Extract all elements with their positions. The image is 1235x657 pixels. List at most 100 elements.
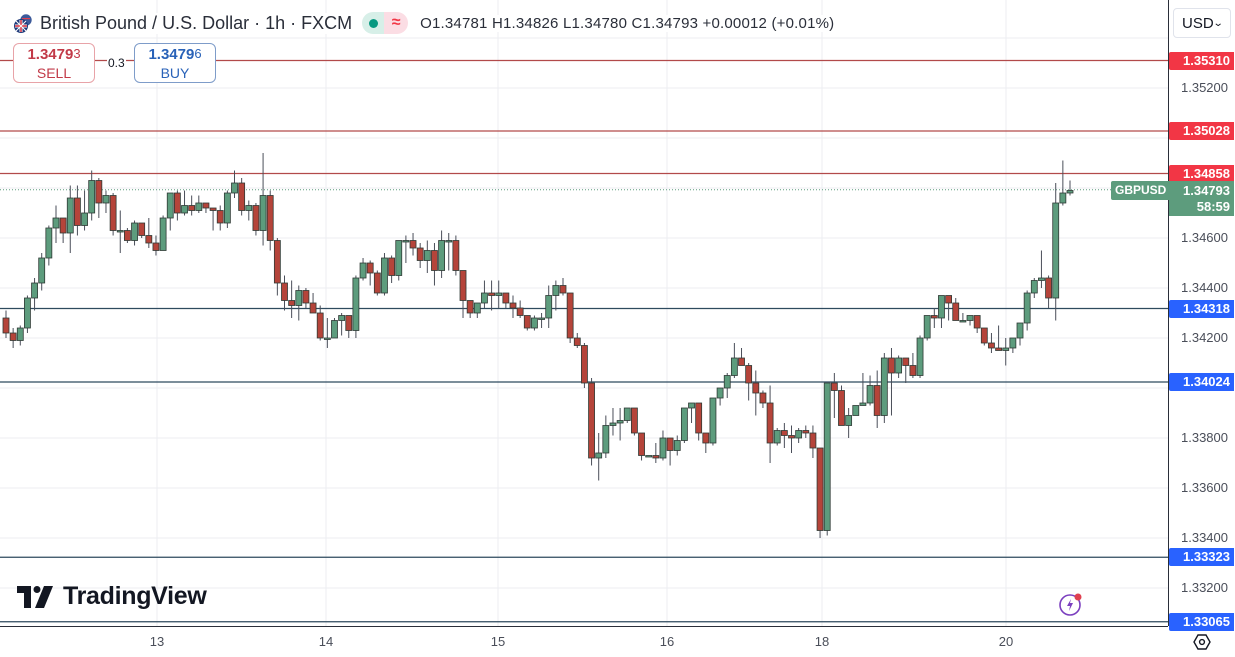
candle bbox=[752, 370, 760, 416]
tradingview-logo-icon bbox=[17, 585, 53, 608]
logo-text: TradingView bbox=[63, 582, 207, 610]
candle bbox=[688, 402, 695, 423]
candle bbox=[545, 285, 553, 328]
candle bbox=[980, 327, 988, 346]
buy-button[interactable]: 1.34796 BUY bbox=[134, 43, 216, 83]
candle bbox=[916, 335, 924, 378]
candle bbox=[609, 408, 617, 436]
time-axis[interactable]: 13 14 15 16 18 20 bbox=[0, 626, 1168, 657]
candle bbox=[423, 240, 431, 273]
sell-label: SELL bbox=[36, 65, 72, 81]
candle bbox=[202, 202, 210, 213]
grid-lines bbox=[0, 0, 1168, 626]
candle bbox=[95, 178, 103, 218]
candle bbox=[795, 428, 803, 443]
candle bbox=[402, 235, 410, 263]
candle bbox=[123, 228, 131, 243]
candle bbox=[152, 235, 160, 256]
candle bbox=[766, 385, 774, 463]
candle bbox=[1009, 337, 1017, 353]
candle bbox=[859, 373, 867, 406]
candle bbox=[581, 343, 588, 388]
price-chart[interactable] bbox=[0, 0, 1168, 626]
buy-price-pip: 6 bbox=[194, 46, 202, 61]
candle bbox=[702, 432, 710, 453]
candle bbox=[438, 230, 445, 278]
resistance-price-label: 1.35028 bbox=[1169, 122, 1234, 140]
candle bbox=[673, 435, 681, 456]
symbol-title[interactable]: British Pound / U.S. Dollar · 1h · FXCM bbox=[40, 12, 359, 34]
support-price-label: 1.33323 bbox=[1169, 548, 1234, 567]
current-price-label: 1.34793 58:59 bbox=[1169, 181, 1234, 216]
candle bbox=[252, 203, 260, 236]
candle bbox=[159, 215, 167, 251]
candle bbox=[181, 190, 188, 216]
candle bbox=[495, 280, 503, 308]
candle bbox=[431, 243, 438, 286]
candle bbox=[709, 397, 717, 446]
market-status-indicator[interactable]: ≈ bbox=[362, 12, 409, 34]
candle bbox=[66, 185, 74, 253]
candle bbox=[845, 408, 853, 438]
candle bbox=[359, 258, 367, 281]
candle bbox=[2, 310, 10, 338]
candle bbox=[345, 315, 353, 338]
candle bbox=[209, 207, 217, 231]
candle bbox=[16, 325, 24, 346]
time-tick: 13 bbox=[149, 634, 165, 649]
candle bbox=[9, 328, 17, 348]
candle bbox=[823, 382, 831, 536]
candle bbox=[52, 205, 60, 243]
candle bbox=[738, 348, 745, 366]
lightning-alert-icon[interactable] bbox=[1057, 591, 1083, 617]
candle bbox=[945, 295, 953, 321]
candle bbox=[102, 190, 110, 213]
currency-selector[interactable]: USD ⌄ bbox=[1173, 8, 1231, 38]
buy-price: 1.3479 bbox=[148, 46, 195, 63]
candle bbox=[788, 425, 795, 453]
resistance-price-label: 1.34858 bbox=[1169, 164, 1234, 183]
sell-price-pip: 3 bbox=[73, 46, 81, 61]
candle bbox=[1016, 322, 1024, 346]
candle bbox=[338, 313, 346, 336]
candle bbox=[373, 270, 381, 296]
candle bbox=[31, 278, 38, 311]
tradingview-logo[interactable]: TradingView bbox=[17, 582, 207, 611]
chart-settings-button[interactable] bbox=[1169, 627, 1235, 656]
candle bbox=[1059, 160, 1067, 206]
candle bbox=[666, 437, 674, 466]
candle bbox=[223, 190, 231, 228]
buy-label: BUY bbox=[160, 65, 190, 81]
candle bbox=[723, 373, 731, 398]
candle bbox=[566, 292, 574, 343]
settings-hexagon-icon bbox=[1193, 633, 1211, 650]
candle bbox=[523, 315, 531, 331]
candle bbox=[259, 153, 267, 246]
currency-label: USD bbox=[1182, 14, 1214, 32]
candle bbox=[552, 280, 560, 311]
candle bbox=[452, 235, 460, 276]
candle bbox=[1045, 275, 1052, 308]
time-tick: 14 bbox=[318, 634, 334, 649]
candle bbox=[573, 333, 581, 348]
candle bbox=[245, 200, 253, 221]
price-tick: 1.34600 bbox=[1181, 230, 1228, 245]
candle bbox=[988, 333, 995, 353]
resistance-price-label: 1.35310 bbox=[1169, 51, 1234, 70]
candle bbox=[88, 170, 96, 221]
candle bbox=[266, 190, 274, 251]
support-price-label: 1.34024 bbox=[1169, 373, 1234, 391]
sell-button[interactable]: 1.34793 SELL bbox=[13, 43, 95, 83]
candle bbox=[830, 373, 838, 418]
ohlc-values: O1.34781 H1.34826 L1.34780 C1.34793 +0.0… bbox=[416, 14, 839, 32]
candle bbox=[652, 443, 660, 463]
candle bbox=[966, 315, 974, 326]
sell-price: 1.3479 bbox=[27, 46, 74, 63]
candle bbox=[809, 425, 817, 458]
candle bbox=[930, 308, 938, 328]
candle bbox=[759, 390, 767, 408]
candle bbox=[409, 233, 417, 256]
support-price-label: 1.34318 bbox=[1169, 299, 1234, 318]
candle bbox=[516, 300, 524, 318]
candle bbox=[216, 205, 224, 231]
